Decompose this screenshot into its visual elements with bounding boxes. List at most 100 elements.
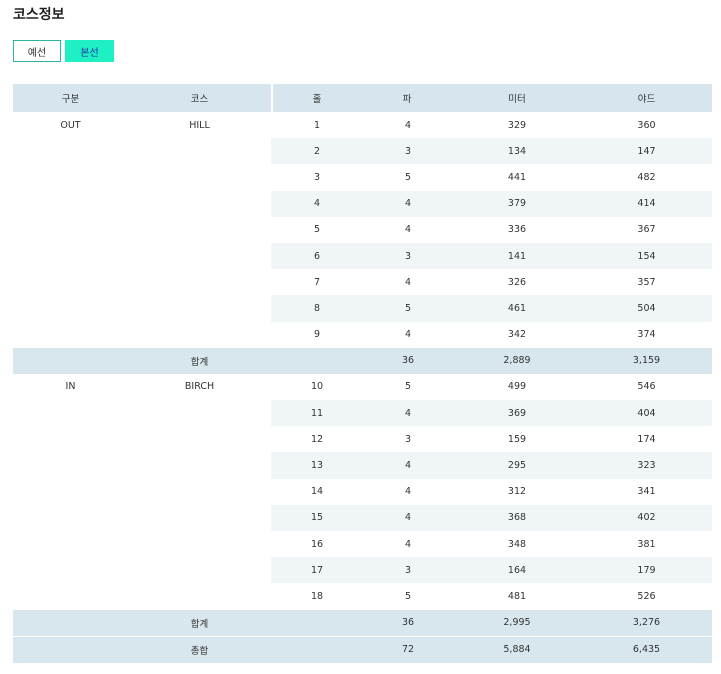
table-row: 16 4 348 381 — [13, 531, 712, 557]
yard-cell: 482 — [637, 171, 656, 183]
hole-cell: 16 — [310, 538, 324, 550]
table-row: 6 3 141 154 — [13, 242, 712, 270]
header-meter: 미터 — [508, 94, 526, 105]
row-stripe — [271, 138, 712, 165]
subtotal-yard: 3,159 — [632, 355, 661, 367]
row-stripe — [271, 295, 712, 322]
subtotal-label: 합계 — [190, 618, 209, 630]
hole-cell: 7 — [313, 276, 321, 288]
hole-cell: 9 — [313, 329, 321, 341]
yard-cell: 546 — [637, 381, 656, 393]
tab-qualifier[interactable]: 예선 — [13, 40, 61, 62]
par-cell: 4 — [404, 512, 412, 524]
hole-cell: 18 — [310, 590, 324, 602]
par-cell: 3 — [404, 145, 412, 157]
row-stripe — [271, 452, 712, 479]
header-divider — [271, 84, 273, 112]
total-par: 72 — [401, 644, 415, 656]
row-stripe — [271, 190, 712, 217]
tab-final[interactable]: 본선 — [65, 40, 114, 62]
meter-cell: 481 — [507, 590, 527, 602]
row-stripe — [271, 400, 712, 427]
table-row: 17 3 164 179 — [13, 557, 712, 584]
course-cell: BIRCH — [184, 381, 215, 393]
division-cell: OUT — [60, 119, 81, 131]
yard-cell: 154 — [637, 250, 656, 262]
subtotal-meter: 2,889 — [503, 355, 531, 367]
meter-cell: 461 — [507, 302, 527, 314]
subtotal-yard: 3,276 — [632, 617, 661, 629]
hole-cell: 3 — [313, 171, 321, 183]
table-row: 14 4 312 341 — [13, 479, 712, 505]
hole-cell: 11 — [310, 407, 324, 419]
yard-cell: 357 — [637, 276, 656, 288]
yard-cell: 381 — [637, 538, 656, 550]
meter-cell: 336 — [507, 224, 527, 236]
meter-cell: 369 — [507, 407, 527, 419]
table-row: 11 4 369 404 — [13, 400, 712, 427]
hole-cell: 14 — [310, 486, 324, 498]
meter-cell: 441 — [507, 171, 527, 183]
yard-cell: 367 — [637, 224, 656, 236]
par-cell: 5 — [404, 302, 412, 314]
table-row: 18 5 481 526 — [13, 583, 712, 609]
grand-total-row: 총합 72 5,884 6,435 — [13, 635, 712, 663]
meter-cell: 164 — [507, 564, 527, 576]
header-par: 파 — [402, 94, 412, 105]
subtotal-meter: 2,995 — [503, 617, 531, 629]
meter-cell: 295 — [507, 460, 527, 472]
par-cell: 4 — [404, 276, 412, 288]
table-row: 4 4 379 414 — [13, 190, 712, 217]
hole-cell: 6 — [313, 250, 321, 262]
table-header-row: 구분 코스 홀 파 미터 야드 — [13, 84, 712, 112]
hole-cell: 15 — [310, 512, 324, 524]
table-row: OUT HILL 1 4 329 360 — [13, 112, 712, 138]
yard-cell: 526 — [637, 590, 656, 602]
meter-cell: 326 — [507, 276, 527, 288]
subtotal-row: 합계 36 2,889 3,159 — [13, 347, 712, 374]
meter-cell: 134 — [507, 145, 527, 157]
yard-cell: 374 — [637, 329, 656, 341]
hole-cell: 1 — [313, 119, 321, 131]
yard-cell: 179 — [637, 564, 656, 576]
meter-cell: 368 — [507, 512, 527, 524]
meter-cell: 329 — [507, 119, 527, 131]
total-yard: 6,435 — [632, 644, 661, 656]
yard-cell: 323 — [637, 460, 656, 472]
table-row: 15 4 368 402 — [13, 504, 712, 531]
meter-cell: 141 — [507, 250, 527, 262]
hole-cell: 5 — [313, 224, 321, 236]
subtotal-par: 36 — [401, 617, 415, 629]
subtotal-label: 합계 — [190, 356, 209, 368]
table-row: 3 5 441 482 — [13, 164, 712, 190]
yard-cell: 402 — [637, 512, 656, 524]
par-cell: 3 — [404, 433, 412, 445]
header-course: 코스 — [190, 94, 209, 105]
par-cell: 4 — [404, 460, 412, 472]
header-hole: 홀 — [312, 94, 322, 105]
par-cell: 4 — [404, 407, 412, 419]
yard-cell: 504 — [637, 302, 656, 314]
table-body: OUT HILL 1 4 329 360 2 3 134 147 3 5 441 482 4 4 379 414 5… — [13, 112, 712, 663]
yard-cell: 360 — [637, 119, 656, 131]
yard-cell: 147 — [637, 145, 656, 157]
header-yard: 야드 — [637, 94, 656, 105]
hole-cell: 12 — [310, 433, 324, 445]
meter-cell: 312 — [507, 486, 527, 498]
yard-cell: 414 — [637, 198, 656, 210]
hole-cell: 10 — [310, 381, 324, 393]
yard-cell: 174 — [637, 433, 656, 445]
par-cell: 4 — [404, 224, 412, 236]
subtotal-row: 합계 36 2,995 3,276 — [13, 609, 712, 636]
hole-cell: 8 — [313, 302, 321, 314]
meter-cell: 348 — [507, 538, 527, 550]
course-cell: HILL — [189, 119, 210, 131]
yard-cell: 404 — [637, 407, 656, 419]
row-stripe — [271, 504, 712, 531]
hole-cell: 4 — [313, 198, 321, 210]
par-cell: 4 — [404, 329, 412, 341]
hole-cell: 2 — [313, 145, 321, 157]
total-meter: 5,884 — [503, 644, 531, 656]
subtotal-par: 36 — [401, 355, 415, 367]
page-title: 코스정보 — [13, 7, 65, 23]
